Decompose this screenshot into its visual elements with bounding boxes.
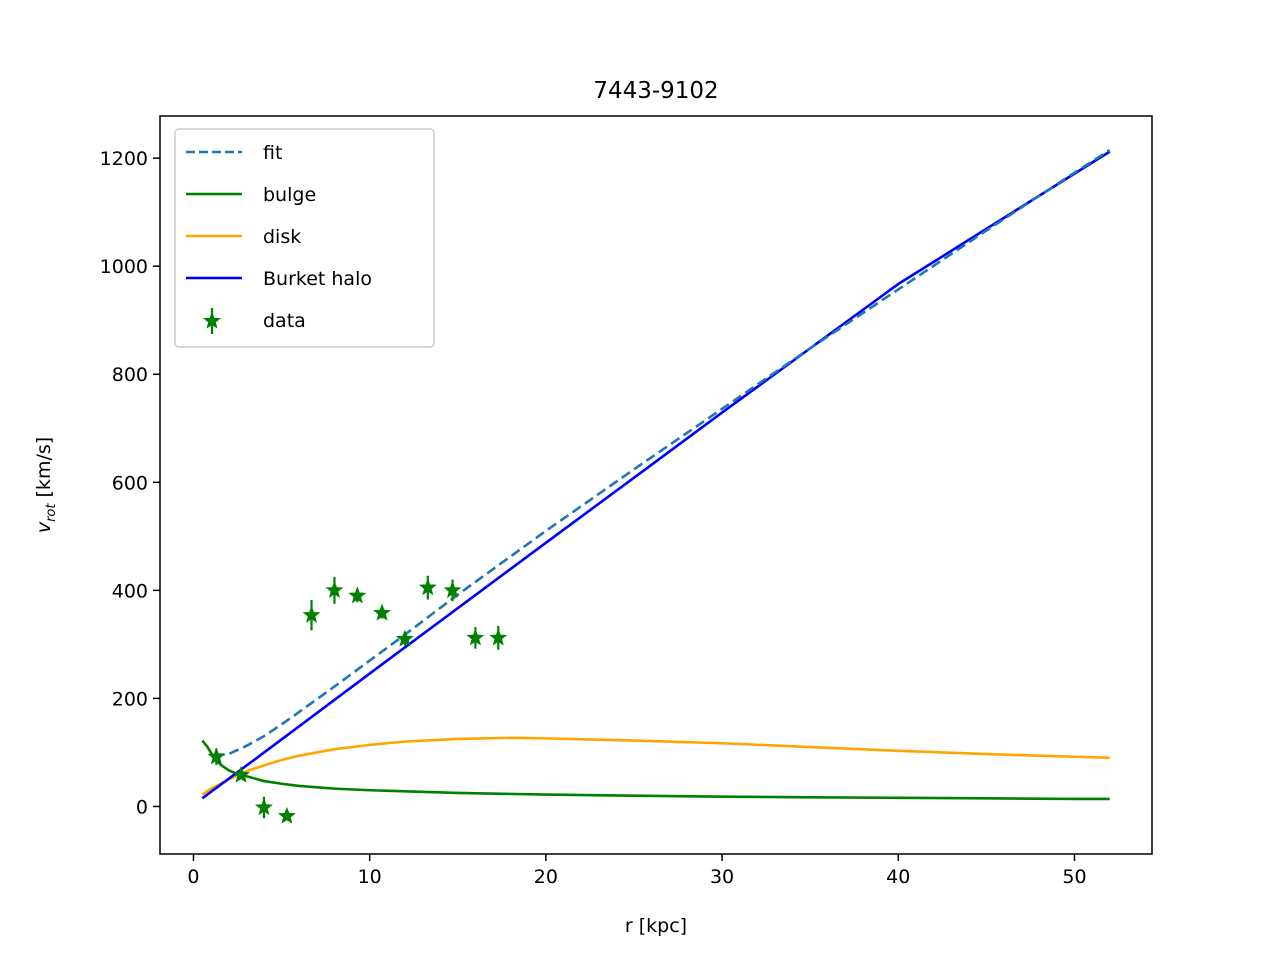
y-axis-label-unit: [km/s] <box>33 437 55 504</box>
data-point <box>443 580 462 598</box>
data-point <box>232 765 250 783</box>
y-axis-label-sub: rot <box>44 503 59 522</box>
x-tick-label: 20 <box>534 866 558 888</box>
data-layer <box>207 575 508 824</box>
legend: fit bulge disk Burket halo data <box>174 128 435 348</box>
series-line-burket-halo <box>201 150 1111 800</box>
y-axis-label-main: v <box>33 521 55 533</box>
series-line-fit <box>214 148 1111 757</box>
y-tick-label: 800 <box>112 364 148 386</box>
x-tick-label: 50 <box>1062 866 1086 888</box>
data-point <box>489 628 508 646</box>
data-point <box>325 580 344 598</box>
legend-label-fit: fit <box>263 142 282 164</box>
plot-frame <box>159 115 1153 855</box>
series-line-bulge <box>201 739 1110 801</box>
data-point <box>277 806 296 824</box>
y-tick-label: 600 <box>112 472 148 494</box>
data-point <box>302 605 321 623</box>
chart-title: 7443-9102 <box>593 78 718 104</box>
x-tick-label: 0 <box>187 866 199 888</box>
legend-box <box>174 128 435 348</box>
legend-label-data: data <box>263 310 306 332</box>
y-tick-label: 0 <box>136 796 148 818</box>
y-tick-label: 400 <box>112 580 148 602</box>
data-point <box>466 628 485 646</box>
y-tick-label: 1200 <box>100 148 148 170</box>
series-layer <box>201 148 1111 801</box>
y-axis-ticks: 0 200 400 600 800 1000 1200 <box>100 148 160 818</box>
x-tick-label: 30 <box>710 866 734 888</box>
x-tick-label: 40 <box>886 866 910 888</box>
data-point <box>348 586 367 604</box>
legend-swatch-data <box>203 308 221 334</box>
legend-label-burket-halo: Burket halo <box>263 268 372 290</box>
data-point <box>207 747 226 765</box>
x-axis-label: r [kpc] <box>625 915 687 937</box>
x-axis-ticks: 0 10 20 30 40 50 <box>187 854 1087 888</box>
data-point <box>255 798 273 816</box>
y-tick-label: 200 <box>112 688 148 710</box>
data-point <box>395 629 414 647</box>
x-tick-label: 10 <box>358 866 382 888</box>
y-axis-label: vrot [km/s] <box>33 437 59 533</box>
legend-data-star <box>203 311 221 329</box>
legend-label-bulge: bulge <box>263 184 316 206</box>
y-tick-label: 1000 <box>100 256 148 278</box>
data-point <box>418 578 437 596</box>
legend-label-disk: disk <box>263 226 301 248</box>
data-point <box>373 603 391 621</box>
series-line-disk <box>201 736 1110 796</box>
